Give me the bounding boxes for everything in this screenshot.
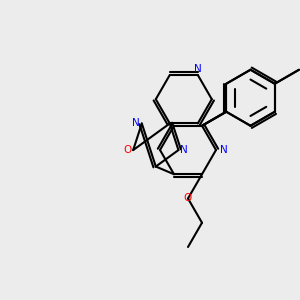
Text: N: N	[180, 145, 188, 155]
Text: N: N	[132, 118, 140, 128]
Text: N: N	[194, 64, 202, 74]
Text: O: O	[123, 145, 131, 155]
Text: O: O	[184, 194, 192, 203]
Text: N: N	[220, 145, 228, 155]
